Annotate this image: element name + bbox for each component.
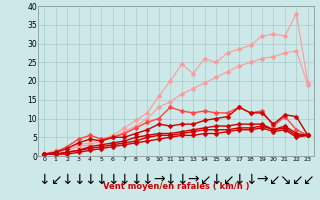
X-axis label: Vent moyen/en rafales ( km/h ): Vent moyen/en rafales ( km/h ) [103, 182, 249, 191]
